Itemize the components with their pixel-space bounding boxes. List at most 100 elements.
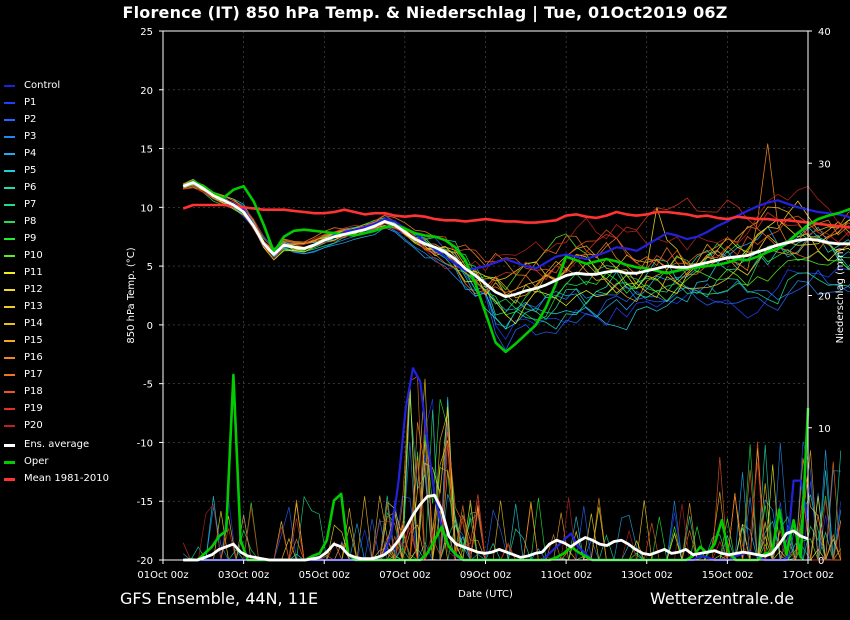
- legend-swatch: [4, 119, 15, 121]
- y-tick-label-9: 25: [140, 27, 153, 38]
- y2-tick-label-2: 20: [818, 292, 831, 303]
- y2-tick-label-4: 40: [818, 27, 831, 38]
- legend-swatch: [4, 289, 15, 291]
- precip-member-p19: [182, 420, 841, 561]
- y-tick-label-3: -5: [143, 380, 153, 391]
- y2-tick-label-0: 0: [818, 556, 824, 567]
- x-tick-label-6: 13Oct 00z: [621, 570, 672, 581]
- precip-member-p14: [183, 412, 841, 561]
- precip-member-p18: [183, 416, 842, 562]
- temp-member-p14: [183, 180, 850, 296]
- legend-item-p16: P16: [4, 350, 134, 366]
- temp-oper-line: [182, 180, 850, 354]
- legend-item-p19: P19: [4, 401, 134, 417]
- legend-swatch: [4, 85, 15, 87]
- temp-member-p4: [183, 180, 850, 318]
- legend-swatch: [4, 272, 15, 274]
- legend-label: P18: [24, 386, 43, 397]
- legend-swatch: [4, 102, 15, 104]
- y-tick-label-8: 20: [140, 86, 153, 97]
- axes-layer: 01Oct 00z 03Oct 00z 05Oct 00z 07Oct 00z 09Oc…: [126, 27, 846, 600]
- y2-tick-label-1: 10: [818, 424, 831, 435]
- legend-item-control: Control: [4, 78, 134, 94]
- x-tick-label-0: 01Oct 00z: [137, 570, 188, 581]
- y-axis-label: 850 hPa Temp. (°C): [126, 247, 137, 343]
- legend-swatch: [4, 425, 15, 427]
- legend-item-p18: P18: [4, 384, 134, 400]
- legend-swatch: [4, 357, 15, 359]
- legend-item-p15: P15: [4, 333, 134, 349]
- legend-label: P2: [24, 114, 37, 125]
- precip-member-p16: [183, 421, 842, 561]
- legend-label: P13: [24, 301, 43, 312]
- y2-tick-label-3: 30: [818, 159, 831, 170]
- temp-mean-1981-2010-line: [182, 203, 850, 229]
- legend-label: Oper: [24, 456, 49, 467]
- footer-source: Wetterzentrale.de: [650, 589, 795, 608]
- legend-label: P20: [24, 420, 43, 431]
- y-tick-label-1: -15: [137, 497, 153, 508]
- legend-swatch: [4, 340, 15, 342]
- legend-item-p17: P17: [4, 367, 134, 383]
- temp-member-p12: [183, 187, 850, 294]
- legend-label: Mean 1981-2010: [24, 473, 109, 484]
- y-tick-label-7: 15: [140, 145, 153, 156]
- y-tick-label-2: -10: [137, 438, 153, 449]
- legend-swatch: [4, 170, 15, 172]
- temp-member-p11: [183, 182, 850, 325]
- legend-label: P10: [24, 250, 43, 261]
- temp-member-p18: [183, 184, 850, 274]
- legend-label: P4: [24, 148, 37, 159]
- legend-item-p7: P7: [4, 197, 134, 213]
- legend-label: P19: [24, 403, 43, 414]
- temp-member-p7: [182, 182, 850, 320]
- temp-member-p17: [182, 181, 850, 295]
- legend-item-oper: Oper: [4, 454, 134, 470]
- legend-label: P16: [24, 352, 43, 363]
- x-tick-label-3: 07Oct 00z: [379, 570, 430, 581]
- precip-member-p8: [183, 409, 841, 561]
- legend-item-p11: P11: [4, 265, 134, 281]
- legend-label: P5: [24, 165, 37, 176]
- temp-member-p19: [183, 187, 850, 295]
- y-tick-label-6: 10: [140, 203, 153, 214]
- legend-item-p8: P8: [4, 214, 134, 230]
- legend-swatch: [4, 136, 15, 138]
- y-tick-label-5: 5: [147, 262, 153, 273]
- legend-label: P9: [24, 233, 37, 244]
- legend-swatch: [4, 374, 15, 376]
- precip-member-p2: [183, 422, 841, 562]
- temp-ens-average-line: [182, 181, 850, 299]
- y2-axis-label: Niederschlag (mm): [835, 248, 846, 344]
- legend-item-p6: P6: [4, 180, 134, 196]
- legend-label: Ens. average: [24, 439, 90, 450]
- x-tick-label-7: 15Oct 00z: [702, 570, 753, 581]
- temp-member-p13: [183, 181, 850, 304]
- legend-swatch: [4, 221, 15, 223]
- legend-item-p5: P5: [4, 163, 134, 179]
- y-tick-label-4: 0: [147, 321, 153, 332]
- temp-member-p16: [183, 143, 850, 288]
- legend-label: P7: [24, 199, 37, 210]
- legend-item-ens-average: Ens. average: [4, 437, 134, 453]
- legend-item-p9: P9: [4, 231, 134, 247]
- legend-swatch: [4, 323, 15, 325]
- legend-label: P12: [24, 284, 43, 295]
- legend-item-p10: P10: [4, 248, 134, 264]
- legend-item-p3: P3: [4, 129, 134, 145]
- legend-item-mean-1981-2010: Mean 1981-2010: [4, 471, 134, 487]
- legend-item-p13: P13: [4, 299, 134, 315]
- legend-swatch: [4, 391, 15, 393]
- footer-model-info: GFS Ensemble, 44N, 11E: [120, 589, 319, 608]
- legend-swatch: [4, 461, 15, 464]
- legend-swatch: [4, 238, 15, 240]
- legend-label: P11: [24, 267, 43, 278]
- temp-member-p10: [183, 186, 850, 302]
- legend-swatch: [4, 153, 15, 155]
- legend-swatch: [4, 444, 15, 447]
- x-tick-label-1: 03Oct 00z: [218, 570, 269, 581]
- legend-label: P1: [24, 97, 37, 108]
- legend-swatch: [4, 204, 15, 206]
- x-tick-label-8: 17Oct 00z: [782, 570, 833, 581]
- legend-label: Control: [24, 80, 61, 91]
